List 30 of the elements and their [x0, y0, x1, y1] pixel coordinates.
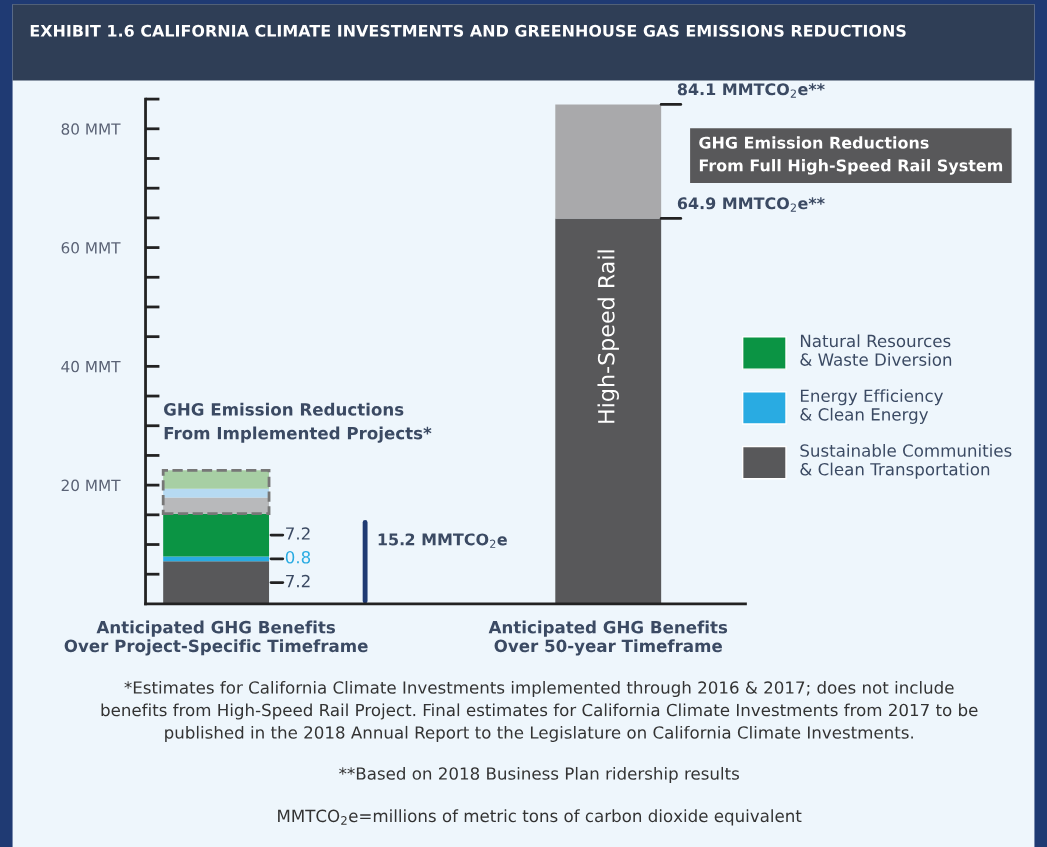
- data-label: 0.8: [285, 551, 311, 564]
- legend-label: Sustainable Communities & Clean Transportation: [800, 443, 1012, 479]
- legend-label: Natural Resources & Waste Diversion: [800, 334, 952, 366]
- bar: [163, 561, 270, 604]
- annotation: GHG Emission Reductions From Full High-Speed Rail System: [699, 136, 1003, 175]
- bar: [163, 497, 270, 514]
- y-tick-label: 20 MMT: [61, 479, 121, 492]
- legend-label: Energy Efficiency & Clean Energy: [800, 389, 944, 424]
- bar: [555, 218, 662, 604]
- bar: [163, 488, 270, 498]
- text: 84.1 MMTCO$_{2}$e**: [677, 83, 825, 98]
- annotation: 64.9 MMTCO$_{2}$e**: [677, 197, 825, 212]
- text: **Based on 2018 Business Plan ridership results: [339, 766, 739, 784]
- text: MMTCO$_{2}$e=millions of metric tons of carbon dioxide equivalent: [278, 809, 802, 826]
- y-tick-label: 40 MMT: [61, 360, 121, 373]
- annotation: High-Speed Rail: [597, 250, 619, 423]
- bar: [555, 104, 662, 219]
- chart-title: EXHIBIT 1.6 CALIFORNIA CLIMATE INVESTMENTS AND GREENHOUSE GAS EMISSIONS REDUCTIONS: [30, 24, 906, 37]
- data-label: 7.2: [286, 574, 310, 588]
- data-label: 7.2: [286, 527, 310, 540]
- annotation: 15.2 MMTCO$_{2}$e: [378, 533, 507, 548]
- x-tick-label: Anticipated GHG Benefits Over 50-year Timeframe: [488, 620, 728, 656]
- bar: [163, 513, 270, 557]
- bar: [163, 556, 270, 562]
- x-tick-label: Anticipated GHG Benefits Over Project-Specific Timeframe: [64, 620, 368, 656]
- y-tick-label: 80 MMT: [61, 123, 121, 135]
- y-tick-label: 60 MMT: [61, 242, 121, 254]
- text: *Estimates for California Climate Investments implemented through 2016 & 2017; does not include benefits from High-Speed Rail Project. Final estimates for California Climate Investments from 2017 to be published in the 2018 Annual Report to the Legislature on California Climate Investments.: [101, 680, 978, 743]
- bar: [163, 470, 270, 489]
- annotation: GHG Emission Reductions From Implemented Projects*: [164, 402, 432, 443]
